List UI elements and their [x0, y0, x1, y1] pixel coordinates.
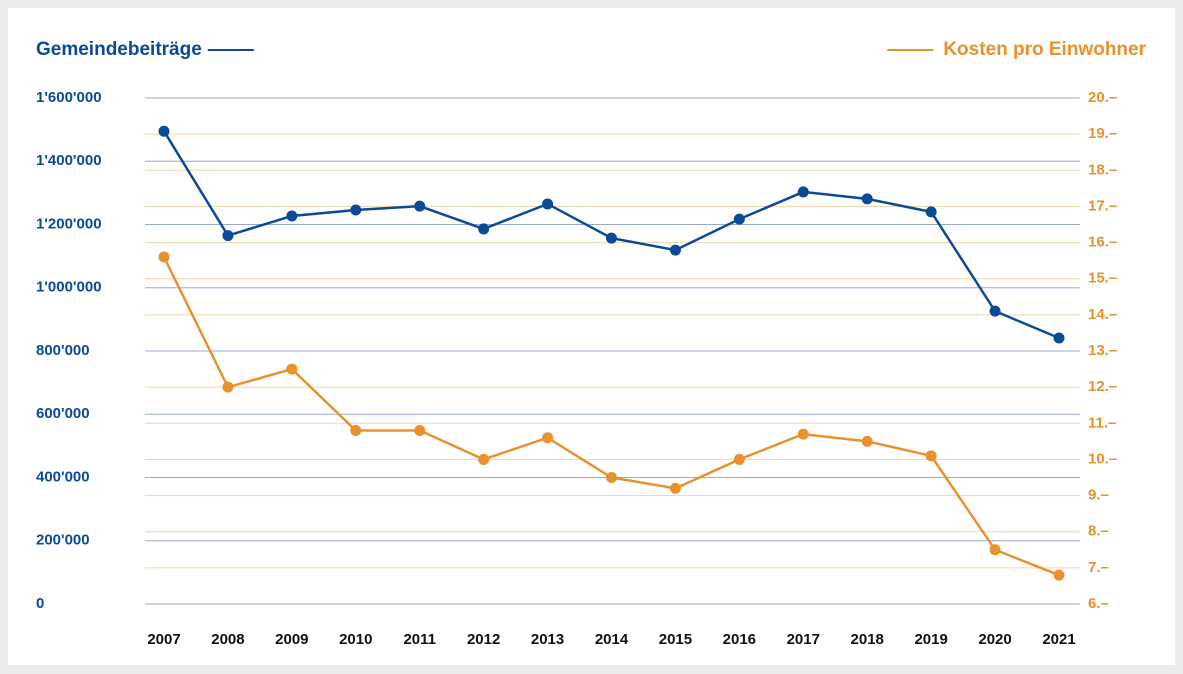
point [669, 482, 681, 494]
point [606, 472, 617, 483]
point [542, 198, 554, 210]
point [861, 435, 873, 447]
y2-tick-label: 12.– [1088, 378, 1117, 395]
x-tick-label: 2010 [339, 631, 372, 648]
y-tick-label: 200'000 [36, 532, 90, 549]
point [1053, 332, 1065, 344]
x-tick-label: 2017 [787, 631, 820, 648]
point [606, 232, 617, 244]
x-tick-label: 2020 [978, 631, 1011, 648]
point [286, 363, 298, 375]
x-tick-label: 2009 [275, 631, 308, 648]
x-tick-label: 2011 [403, 631, 436, 648]
point [861, 193, 873, 205]
point [222, 230, 234, 242]
x-tick-label: 2015 [659, 631, 692, 648]
point [414, 425, 426, 437]
x-tick-label: 2018 [851, 631, 884, 648]
y-tick-label: 800'000 [36, 342, 90, 359]
y-tick-label: 600'000 [36, 405, 90, 422]
y2-tick-label: 15.– [1088, 270, 1117, 287]
point [222, 381, 234, 393]
y2-tick-label: 20.– [1088, 89, 1117, 106]
y-tick-label: 1'200'000 [36, 215, 102, 232]
point [158, 125, 170, 137]
y2-tick-label: 17.– [1088, 197, 1117, 214]
y2-tick-label: 9.– [1088, 487, 1109, 504]
y2-tick-label: 13.– [1088, 342, 1117, 359]
y2-tick-label: 8.– [1088, 523, 1109, 540]
y2-tick-label: 14.– [1088, 306, 1117, 323]
y2-tick-label: 18.– [1088, 161, 1117, 178]
point [669, 244, 681, 256]
y-tick-label: 1'000'000 [36, 279, 102, 296]
point [478, 453, 490, 465]
point [797, 428, 809, 440]
point [350, 425, 362, 437]
point [733, 453, 745, 465]
point [478, 223, 490, 235]
y2-tick-label: 6.– [1088, 595, 1109, 612]
point [414, 200, 426, 212]
point [158, 251, 170, 263]
x-tick-label: 2008 [211, 631, 244, 648]
point [1053, 569, 1065, 581]
x-tick-label: 2021 [1042, 631, 1075, 648]
legend-label: Kosten pro Einwohner [943, 39, 1146, 60]
point [350, 204, 362, 216]
x-tick-label: 2014 [595, 631, 629, 648]
point [989, 305, 1001, 317]
x-tick-label: 2016 [723, 631, 756, 648]
y-tick-label: 1'600'000 [36, 89, 102, 106]
panel [8, 8, 1175, 665]
point [542, 432, 554, 444]
point [925, 450, 937, 462]
x-tick-label: 2012 [467, 631, 500, 648]
x-tick-label: 2007 [147, 631, 180, 648]
legend-label: Gemeindebeiträge [36, 39, 202, 60]
x-tick-label: 2013 [531, 631, 564, 648]
y-tick-label: 0 [36, 595, 44, 612]
point [733, 213, 745, 225]
y2-tick-label: 10.– [1088, 450, 1117, 467]
y-tick-label: 400'000 [36, 468, 90, 485]
y2-tick-label: 7.– [1088, 559, 1109, 576]
y2-tick-label: 11.– [1088, 414, 1116, 431]
point [797, 186, 809, 198]
point [286, 210, 298, 222]
y2-tick-label: 19.– [1088, 125, 1117, 142]
y-tick-label: 1'400'000 [36, 152, 102, 169]
y2-tick-label: 16.– [1088, 234, 1117, 251]
point [989, 544, 1001, 556]
point [925, 206, 937, 218]
x-tick-label: 2019 [914, 631, 947, 648]
